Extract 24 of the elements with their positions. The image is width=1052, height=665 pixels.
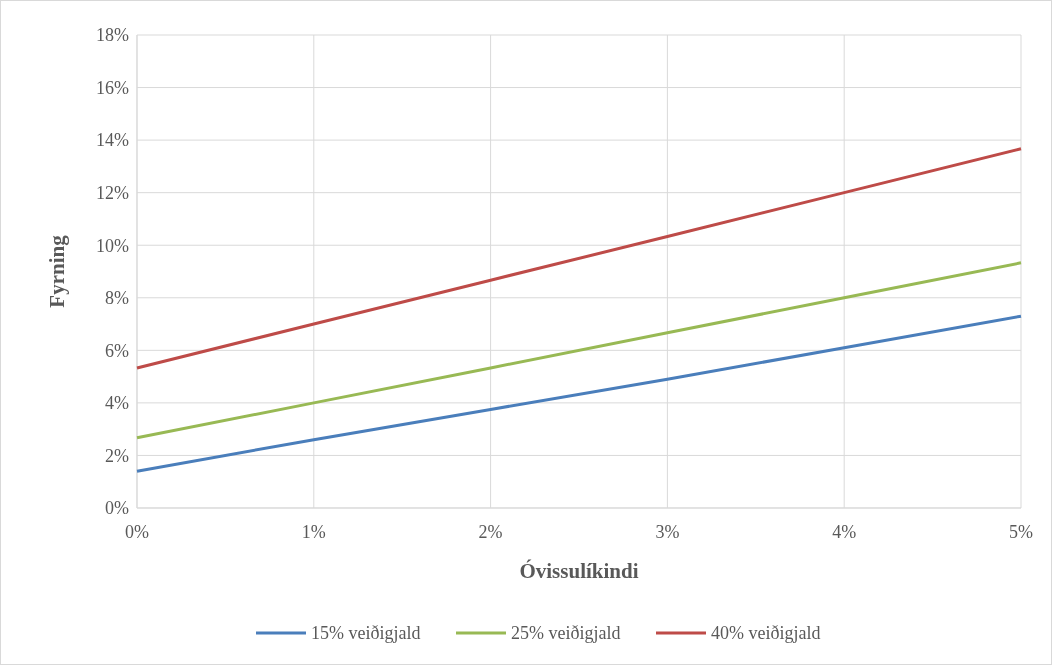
line-series xyxy=(135,261,1023,440)
y-tick-label: 10% xyxy=(96,235,129,256)
legend-label: 15% veiðigjald xyxy=(311,623,421,644)
y-tick-label: 6% xyxy=(105,340,129,361)
y-axis-title: Fyrning xyxy=(45,234,69,308)
y-tick-label: 0% xyxy=(105,498,129,519)
legend-label: 40% veiðigjald xyxy=(711,623,821,644)
x-tick-label: 1% xyxy=(301,522,326,542)
y-tick-label: 12% xyxy=(96,182,129,203)
line-series xyxy=(135,147,1023,370)
line-series xyxy=(135,314,1023,473)
x-tick-label: 5% xyxy=(1009,522,1033,542)
y-tick-label: 8% xyxy=(105,288,129,309)
y-tick-label: 2% xyxy=(105,445,129,466)
x-tick-label: 0% xyxy=(125,522,149,542)
y-tick-label: 14% xyxy=(96,130,129,151)
y-tick-label: 4% xyxy=(105,393,129,414)
y-tick-label: 18% xyxy=(96,25,129,46)
x-tick-label: 4% xyxy=(832,522,857,542)
x-tick-label: 2% xyxy=(478,522,503,542)
y-tick-label: 16% xyxy=(96,77,129,98)
legend-label: 25% veiðigjald xyxy=(511,623,621,644)
x-tick-label: 3% xyxy=(655,522,680,542)
x-axis-title: Óvissulíkindi xyxy=(519,559,639,583)
